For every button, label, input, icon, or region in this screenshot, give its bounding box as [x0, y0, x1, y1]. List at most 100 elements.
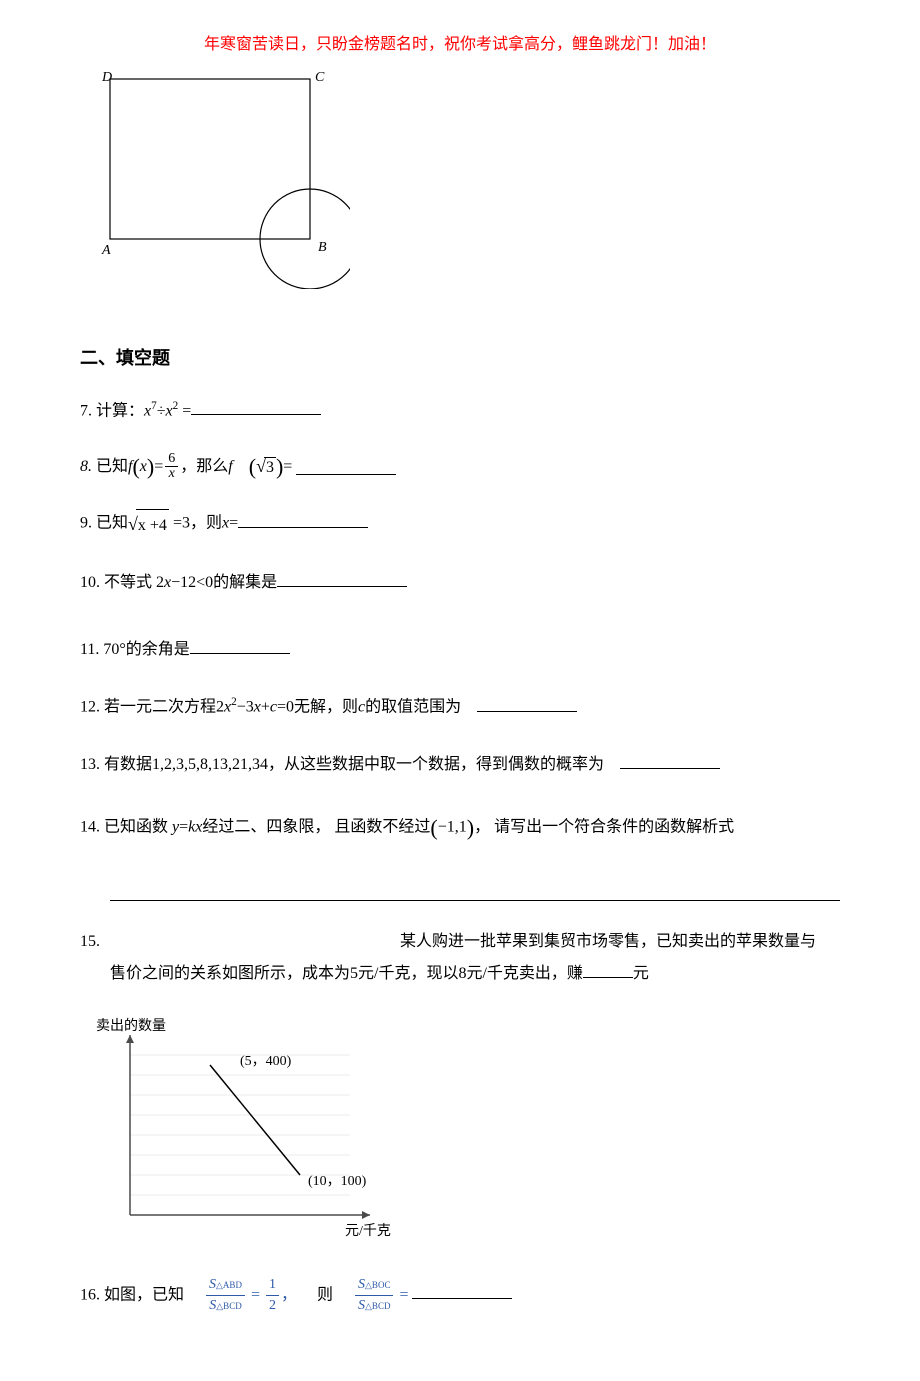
question-11: 11. 70°的余角是: [80, 634, 840, 666]
q7-num: 7.: [80, 402, 92, 419]
question-12: 12. 若一元二次方程2x2−3x+c=0无解，则c的取值范围为: [80, 691, 840, 723]
question-9: 9. 已知 x +4 =3，则x=: [80, 506, 840, 542]
q7-pre: 计算：: [96, 402, 144, 419]
q11-num: 11.: [80, 641, 99, 658]
q13-blank: [620, 753, 720, 769]
q11-text: 70°的余角是: [103, 641, 189, 658]
label-B: B: [318, 240, 327, 255]
q16-then: 则: [301, 1286, 349, 1303]
q9-sqrt-arg: x +4: [136, 509, 169, 542]
q8-frac: 6x: [165, 452, 178, 481]
chart-p1-label: (5，400): [240, 1054, 292, 1069]
q16-eq2: =: [399, 1286, 408, 1303]
q12-pre: 若一元二次方程2: [104, 699, 224, 716]
q15-line2: 售价之间的关系如图所示，成本为5元/千克，现以8元/千克卖出，赚: [110, 965, 583, 982]
q16-frac2-den: S△BCD: [355, 1296, 393, 1316]
sales-chart-svg: (5，400) (10，100) 卖出的数量 元/千克: [90, 1015, 400, 1255]
question-13: 13. 有数据1,2,3,5,8,13,21,34，从这些数据中取一个数据，得到…: [80, 749, 840, 781]
q14-lp: (: [430, 815, 437, 840]
question-16: 16. 如图，已知 S△ABD S△BCD = 1 2 ， 则 S△BOC S△…: [80, 1275, 840, 1316]
q10-num: 10.: [80, 574, 100, 591]
q12-mid2: +: [261, 699, 270, 716]
q8-x: x: [140, 457, 147, 476]
chart-p2-label: (10，100): [308, 1174, 367, 1189]
q16-frac1-num: S△ABD: [206, 1275, 245, 1296]
question-10: 10. 不等式 2x−12<0的解集是: [80, 567, 840, 599]
q7-blank: [191, 399, 321, 415]
question-7: 7. 计算：x7÷x2 =: [80, 395, 840, 427]
q16-val-num: 1: [266, 1275, 279, 1296]
q8-eq: =: [154, 457, 163, 476]
section-2-title: 二、填空题: [80, 344, 840, 370]
q8-lp2: (: [249, 454, 256, 480]
q16-val-den: 2: [266, 1296, 279, 1316]
q16-eq1: =: [251, 1286, 264, 1303]
q10-mid: −12<0的解集是: [171, 574, 277, 591]
q7-div: ÷: [157, 402, 166, 419]
q12-end: 的取值范围为: [365, 699, 477, 716]
q9-sqrt: x +4: [128, 506, 169, 542]
q8-rp: ): [147, 454, 154, 480]
q16-f2d-sub: △BCD: [365, 1301, 390, 1311]
q14-pre: 已知函数: [104, 818, 172, 835]
q10-blank: [277, 571, 407, 587]
q8-frac-num: 6: [165, 452, 178, 467]
question-14: 14. 已知函数 y=kx经过二、四象限， 且函数不经过(−1,1)， 请写出一…: [80, 806, 840, 901]
figure-sales-chart: (5，400) (10，100) 卖出的数量 元/千克: [90, 1015, 840, 1260]
q12-x2: x: [254, 699, 261, 716]
q9-num: 9.: [80, 515, 92, 532]
q9-radicand-text: x +4: [138, 517, 167, 534]
q16-frac2-num: S△BOC: [355, 1275, 393, 1296]
square-circle-svg: D C A B: [90, 69, 350, 289]
q11-blank: [190, 638, 290, 654]
q16-f2d-s: S: [358, 1298, 365, 1313]
q8-f2: f: [228, 457, 232, 476]
q13-num: 13.: [80, 756, 100, 773]
q13-text: 有数据1,2,3,5,8,13,21,34，从这些数据中取一个数据，得到偶数的概…: [104, 756, 620, 773]
question-15: 15.某人购进一批苹果到集贸市场零售，已知卖出的苹果数量与 售价之间的关系如图所…: [80, 926, 840, 990]
label-D: D: [101, 70, 112, 85]
q9-mid: =3，则: [169, 515, 222, 532]
q16-frac1: S△ABD S△BCD: [206, 1275, 245, 1316]
q14-mid: 经过二、四象限， 且函数不经过: [202, 818, 430, 835]
banner-text: 年寒窗苦读日，只盼金榜题名时，祝你考试拿高分，鲤鱼跳龙门！加油！: [80, 30, 840, 54]
q15-num: 15.: [80, 926, 400, 958]
label-C: C: [315, 70, 325, 85]
q16-f1n-s: S: [209, 1277, 216, 1292]
q12-blank: [477, 696, 577, 712]
figure-square-circle: D C A B: [90, 69, 840, 294]
q16-frac2: S△BOC S△BCD: [355, 1275, 393, 1316]
q14-eq: =: [179, 818, 188, 835]
q10-pre: 不等式 2: [104, 574, 164, 591]
q16-f2n-s: S: [358, 1277, 365, 1292]
q16-blank: [412, 1283, 512, 1299]
q16-val: 1 2: [266, 1275, 279, 1316]
q8-frac-den: x: [165, 467, 178, 481]
q16-frac1-den: S△BCD: [206, 1296, 245, 1316]
q16-f1n-sub: △ABD: [216, 1280, 242, 1290]
q16-num: 16.: [80, 1286, 100, 1303]
q15-line1: 某人购进一批苹果到集贸市场零售，已知卖出的苹果数量与: [400, 933, 816, 950]
chart-xlabel: 元/千克: [345, 1223, 391, 1239]
q14-blank: [110, 885, 840, 901]
q8-num: 8.: [80, 457, 92, 476]
q14-point-inner: −1,1: [438, 818, 467, 835]
q8-end: =: [283, 457, 292, 476]
q16-f2n-sub: △BOC: [365, 1280, 390, 1290]
q8-mid: ，那么: [180, 457, 228, 476]
q8-blank: [296, 459, 396, 475]
q16-pre: 如图，已知: [104, 1286, 200, 1303]
q16-f1d-sub: △BCD: [216, 1301, 241, 1311]
q7-x2: x: [166, 402, 173, 419]
q14-num: 14.: [80, 818, 100, 835]
q12-c: c: [270, 699, 277, 716]
question-8: 8. 已知f(x)=6x ，那么f (3)=: [80, 452, 840, 481]
q8-sqrt: 3: [256, 456, 276, 478]
q8-pre: 已知: [96, 457, 128, 476]
q9-eq: =: [229, 515, 238, 532]
q9-x: x: [222, 515, 229, 532]
q9-pre: 已知: [96, 515, 128, 532]
q15-line2-end: 元: [633, 965, 649, 982]
chart-ylabel: 卖出的数量: [96, 1018, 166, 1034]
q14-end: ， 请写出一个符合条件的函数解析式: [474, 818, 734, 835]
